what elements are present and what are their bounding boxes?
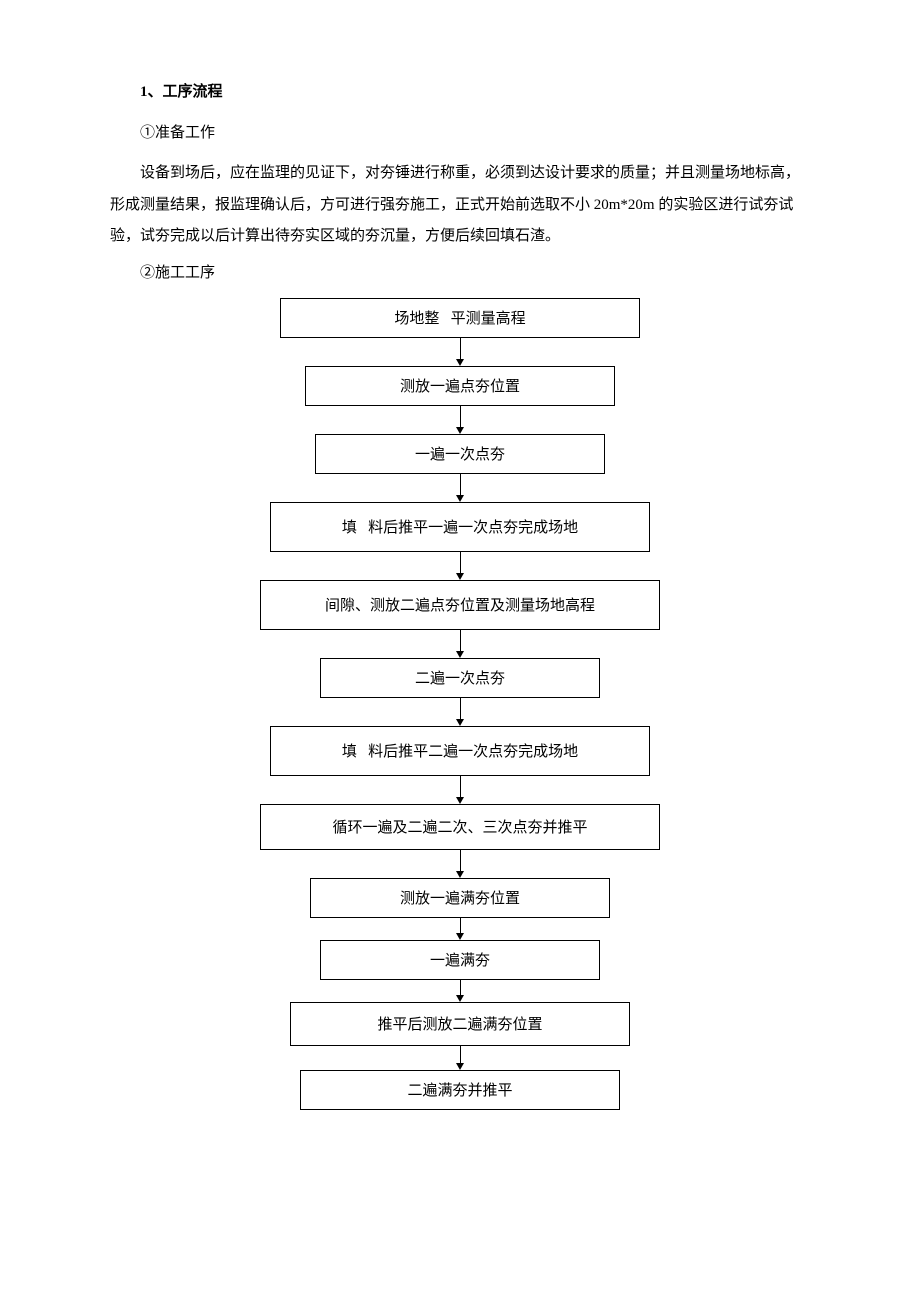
flow-node: 填 料后推平二遍一次点夯完成场地: [270, 726, 650, 776]
flow-arrow: [456, 698, 464, 726]
flow-arrow: [456, 552, 464, 580]
flow-node: 循环一遍及二遍二次、三次点夯并推平: [260, 804, 660, 850]
flow-node: 二遍满夯并推平: [300, 1070, 620, 1110]
flow-arrow: [456, 1046, 464, 1070]
flow-node: 一遍满夯: [320, 940, 600, 980]
body-paragraph: 设备到场后，应在监理的见证下，对夯锤进行称重，必须到达设计要求的质量；并且测量场…: [110, 158, 810, 253]
subsection-1-label: ①准备工作: [140, 121, 810, 142]
flow-arrow: [456, 776, 464, 804]
flow-node: 二遍一次点夯: [320, 658, 600, 698]
section-heading: 1、工序流程: [140, 80, 810, 101]
flow-arrow: [456, 630, 464, 658]
flow-arrow: [456, 918, 464, 940]
flow-node: 测放一遍满夯位置: [310, 878, 610, 918]
flow-node: 测放一遍点夯位置: [305, 366, 615, 406]
flow-node: 间隙、测放二遍点夯位置及测量场地高程: [260, 580, 660, 630]
flow-node: 推平后测放二遍满夯位置: [290, 1002, 630, 1046]
flow-node: 一遍一次点夯: [315, 434, 605, 474]
flowchart-container: 场地整 平测量高程测放一遍点夯位置一遍一次点夯填 料后推平一遍一次点夯完成场地间…: [110, 298, 810, 1110]
flow-arrow: [456, 474, 464, 502]
flow-arrow: [456, 338, 464, 366]
flow-node: 填 料后推平一遍一次点夯完成场地: [270, 502, 650, 552]
flow-node: 场地整 平测量高程: [280, 298, 640, 338]
flow-arrow: [456, 980, 464, 1002]
flow-arrow: [456, 406, 464, 434]
subsection-2-label: ②施工工序: [140, 261, 810, 282]
flow-arrow: [456, 850, 464, 878]
